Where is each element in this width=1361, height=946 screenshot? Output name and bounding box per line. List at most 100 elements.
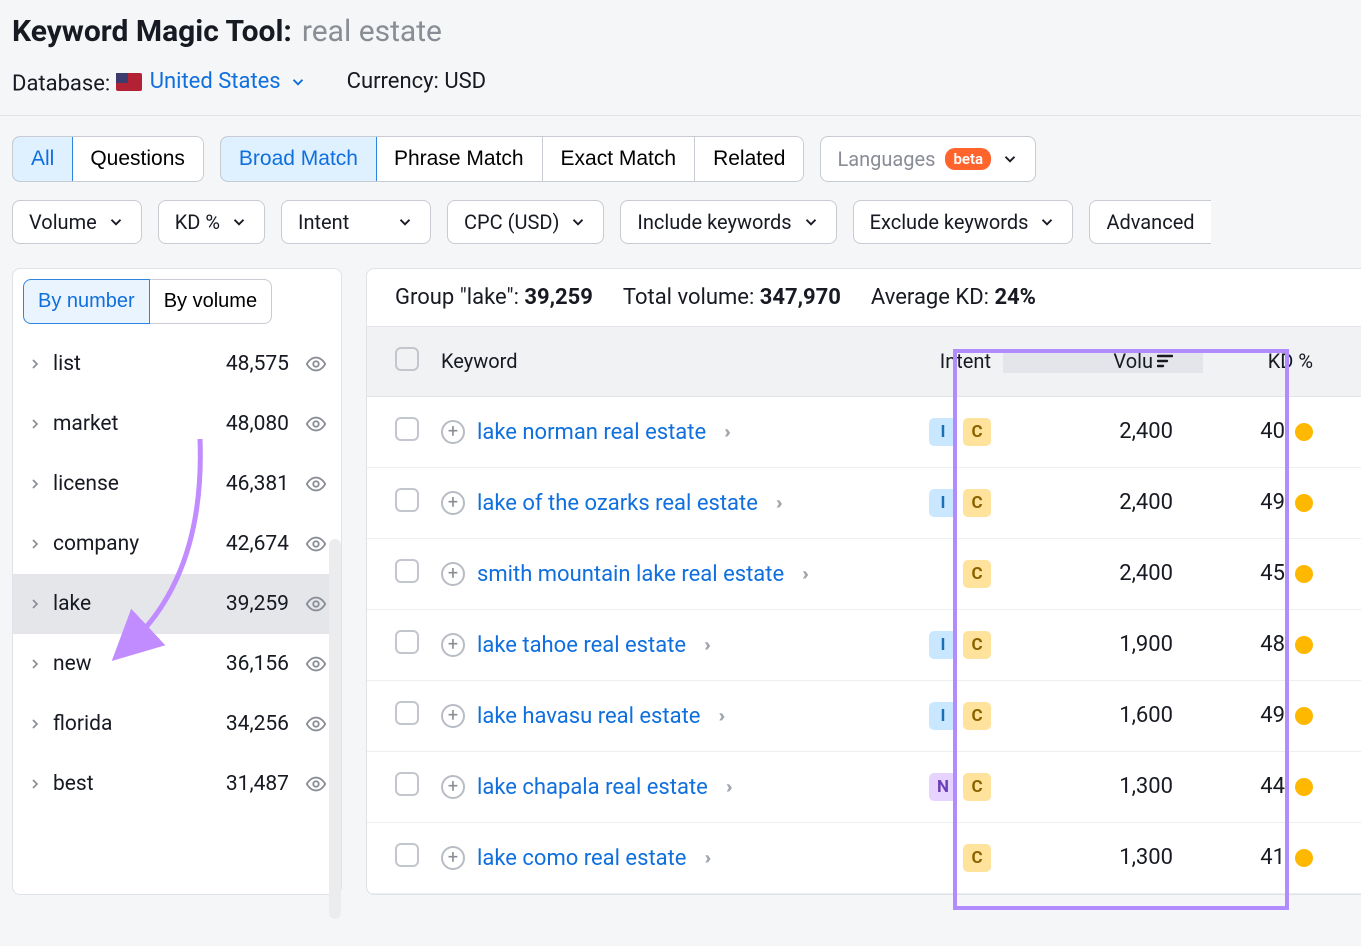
add-icon[interactable]: + (441, 633, 465, 657)
keyword-link[interactable]: + lake como real estate ›› (441, 846, 707, 871)
kd-dot-icon (1295, 636, 1313, 654)
intent-badge-i: I (929, 631, 957, 659)
database-selector[interactable]: Database: United States (12, 69, 307, 97)
intent-badge-c: C (963, 631, 991, 659)
match-segment: Broad Match Phrase Match Exact Match Rel… (220, 136, 805, 182)
keyword-link[interactable]: + lake tahoe real estate ›› (441, 633, 707, 658)
volume-cell: 1,600 (1003, 703, 1203, 728)
intent-badge-i: I (929, 489, 957, 517)
tab-phrase-match[interactable]: Phrase Match (376, 137, 543, 181)
keyword-link[interactable]: + lake chapala real estate ›› (441, 775, 729, 800)
beta-badge: beta (945, 148, 991, 170)
col-keyword[interactable]: Keyword (441, 349, 893, 373)
group-item-new[interactable]: new 36,156 (13, 634, 341, 694)
chevron-down-icon (1001, 150, 1019, 168)
tab-broad-match[interactable]: Broad Match (220, 136, 377, 182)
filter-exclude-keywords[interactable]: Exclude keywords (853, 200, 1074, 244)
chevron-right-icon (27, 356, 43, 372)
kd-cell: 49 (1203, 703, 1333, 728)
kd-dot-icon (1295, 778, 1313, 796)
tab-exact-match[interactable]: Exact Match (543, 137, 696, 181)
add-icon[interactable]: + (441, 562, 465, 586)
languages-dropdown[interactable]: Languages beta (820, 136, 1036, 182)
chevron-right-icon (27, 716, 43, 732)
intent-badge-c: C (963, 489, 991, 517)
col-kd[interactable]: KD % (1203, 349, 1333, 373)
keyword-link[interactable]: + lake of the ozarks real estate ›› (441, 491, 779, 516)
col-intent[interactable]: Intent (893, 349, 1003, 373)
chevron-right-icon (27, 476, 43, 492)
select-all-checkbox[interactable] (395, 347, 419, 371)
row-checkbox[interactable] (395, 488, 419, 512)
kd-cell: 45 (1203, 561, 1333, 586)
eye-icon[interactable] (305, 413, 327, 435)
group-item-best[interactable]: best 31,487 (13, 754, 341, 814)
row-checkbox[interactable] (395, 559, 419, 583)
sort-by-number[interactable]: By number (23, 279, 150, 324)
filter-advanced[interactable]: Advanced (1089, 200, 1210, 244)
group-item-market[interactable]: market 48,080 (13, 394, 341, 454)
chevron-right-icon (27, 416, 43, 432)
row-checkbox[interactable] (395, 772, 419, 796)
row-checkbox[interactable] (395, 417, 419, 441)
chevron-down-icon (1038, 213, 1056, 231)
keyword-link[interactable]: + lake norman real estate ›› (441, 420, 727, 445)
filter-volume[interactable]: Volume (12, 200, 142, 244)
filter-intent[interactable]: Intent (281, 200, 431, 244)
kd-dot-icon (1295, 849, 1313, 867)
scrollbar[interactable] (329, 539, 341, 919)
eye-icon[interactable] (305, 653, 327, 675)
filter-kd[interactable]: KD % (158, 200, 265, 244)
eye-icon[interactable] (305, 533, 327, 555)
group-item-florida[interactable]: florida 34,256 (13, 694, 341, 754)
kd-dot-icon (1295, 565, 1313, 583)
intent-badge-c: C (963, 418, 991, 446)
keyword-link[interactable]: + smith mountain lake real estate ›› (441, 562, 805, 587)
chevron-double-right-icon: ›› (718, 706, 721, 727)
add-icon[interactable]: + (441, 775, 465, 799)
row-checkbox[interactable] (395, 701, 419, 725)
col-volume[interactable]: Volu (1003, 349, 1203, 373)
kd-cell: 48 (1203, 632, 1333, 657)
volume-cell: 1,300 (1003, 774, 1203, 799)
eye-icon[interactable] (305, 353, 327, 375)
group-item-list[interactable]: list 48,575 (13, 334, 341, 394)
tab-questions[interactable]: Questions (72, 137, 203, 181)
add-icon[interactable]: + (441, 420, 465, 444)
filter-cpc[interactable]: CPC (USD) (447, 200, 604, 244)
add-icon[interactable]: + (441, 491, 465, 515)
volume-cell: 2,400 (1003, 419, 1203, 444)
row-checkbox[interactable] (395, 630, 419, 654)
currency-label: Currency: USD (347, 69, 486, 97)
chevron-down-icon (230, 213, 248, 231)
table-row: + lake tahoe real estate ›› IC 1,900 48 (367, 610, 1361, 681)
page-header: Keyword Magic Tool: real estate Database… (0, 0, 1361, 116)
intent-badge-c: C (963, 702, 991, 730)
type-segment: All Questions (12, 136, 204, 182)
group-item-company[interactable]: company 42,674 (13, 514, 341, 574)
table-row: + lake havasu real estate ›› IC 1,600 49 (367, 681, 1361, 752)
group-item-lake[interactable]: lake 39,259 (13, 574, 341, 634)
table-row: + lake chapala real estate ›› NC 1,300 4… (367, 752, 1361, 823)
filter-include-keywords[interactable]: Include keywords (620, 200, 836, 244)
tab-related[interactable]: Related (695, 137, 803, 181)
add-icon[interactable]: + (441, 704, 465, 728)
volume-cell: 2,400 (1003, 561, 1203, 586)
eye-icon[interactable] (305, 773, 327, 795)
flag-us-icon (116, 73, 142, 91)
kd-dot-icon (1295, 423, 1313, 441)
eye-icon[interactable] (305, 713, 327, 735)
table-header: Keyword Intent Volu KD % (367, 326, 1361, 397)
intent-badge-i: I (929, 702, 957, 730)
eye-icon[interactable] (305, 473, 327, 495)
sort-by-volume[interactable]: By volume (150, 279, 272, 324)
chevron-double-right-icon: ›› (704, 848, 707, 869)
table-row: + lake como real estate ›› C 1,300 41 (367, 823, 1361, 894)
results-panel: Group "lake": 39,259 Total volume: 347,9… (366, 268, 1361, 895)
tab-all[interactable]: All (12, 136, 73, 182)
row-checkbox[interactable] (395, 843, 419, 867)
eye-icon[interactable] (305, 593, 327, 615)
group-item-license[interactable]: license 46,381 (13, 454, 341, 514)
add-icon[interactable]: + (441, 846, 465, 870)
keyword-link[interactable]: + lake havasu real estate ›› (441, 704, 721, 729)
